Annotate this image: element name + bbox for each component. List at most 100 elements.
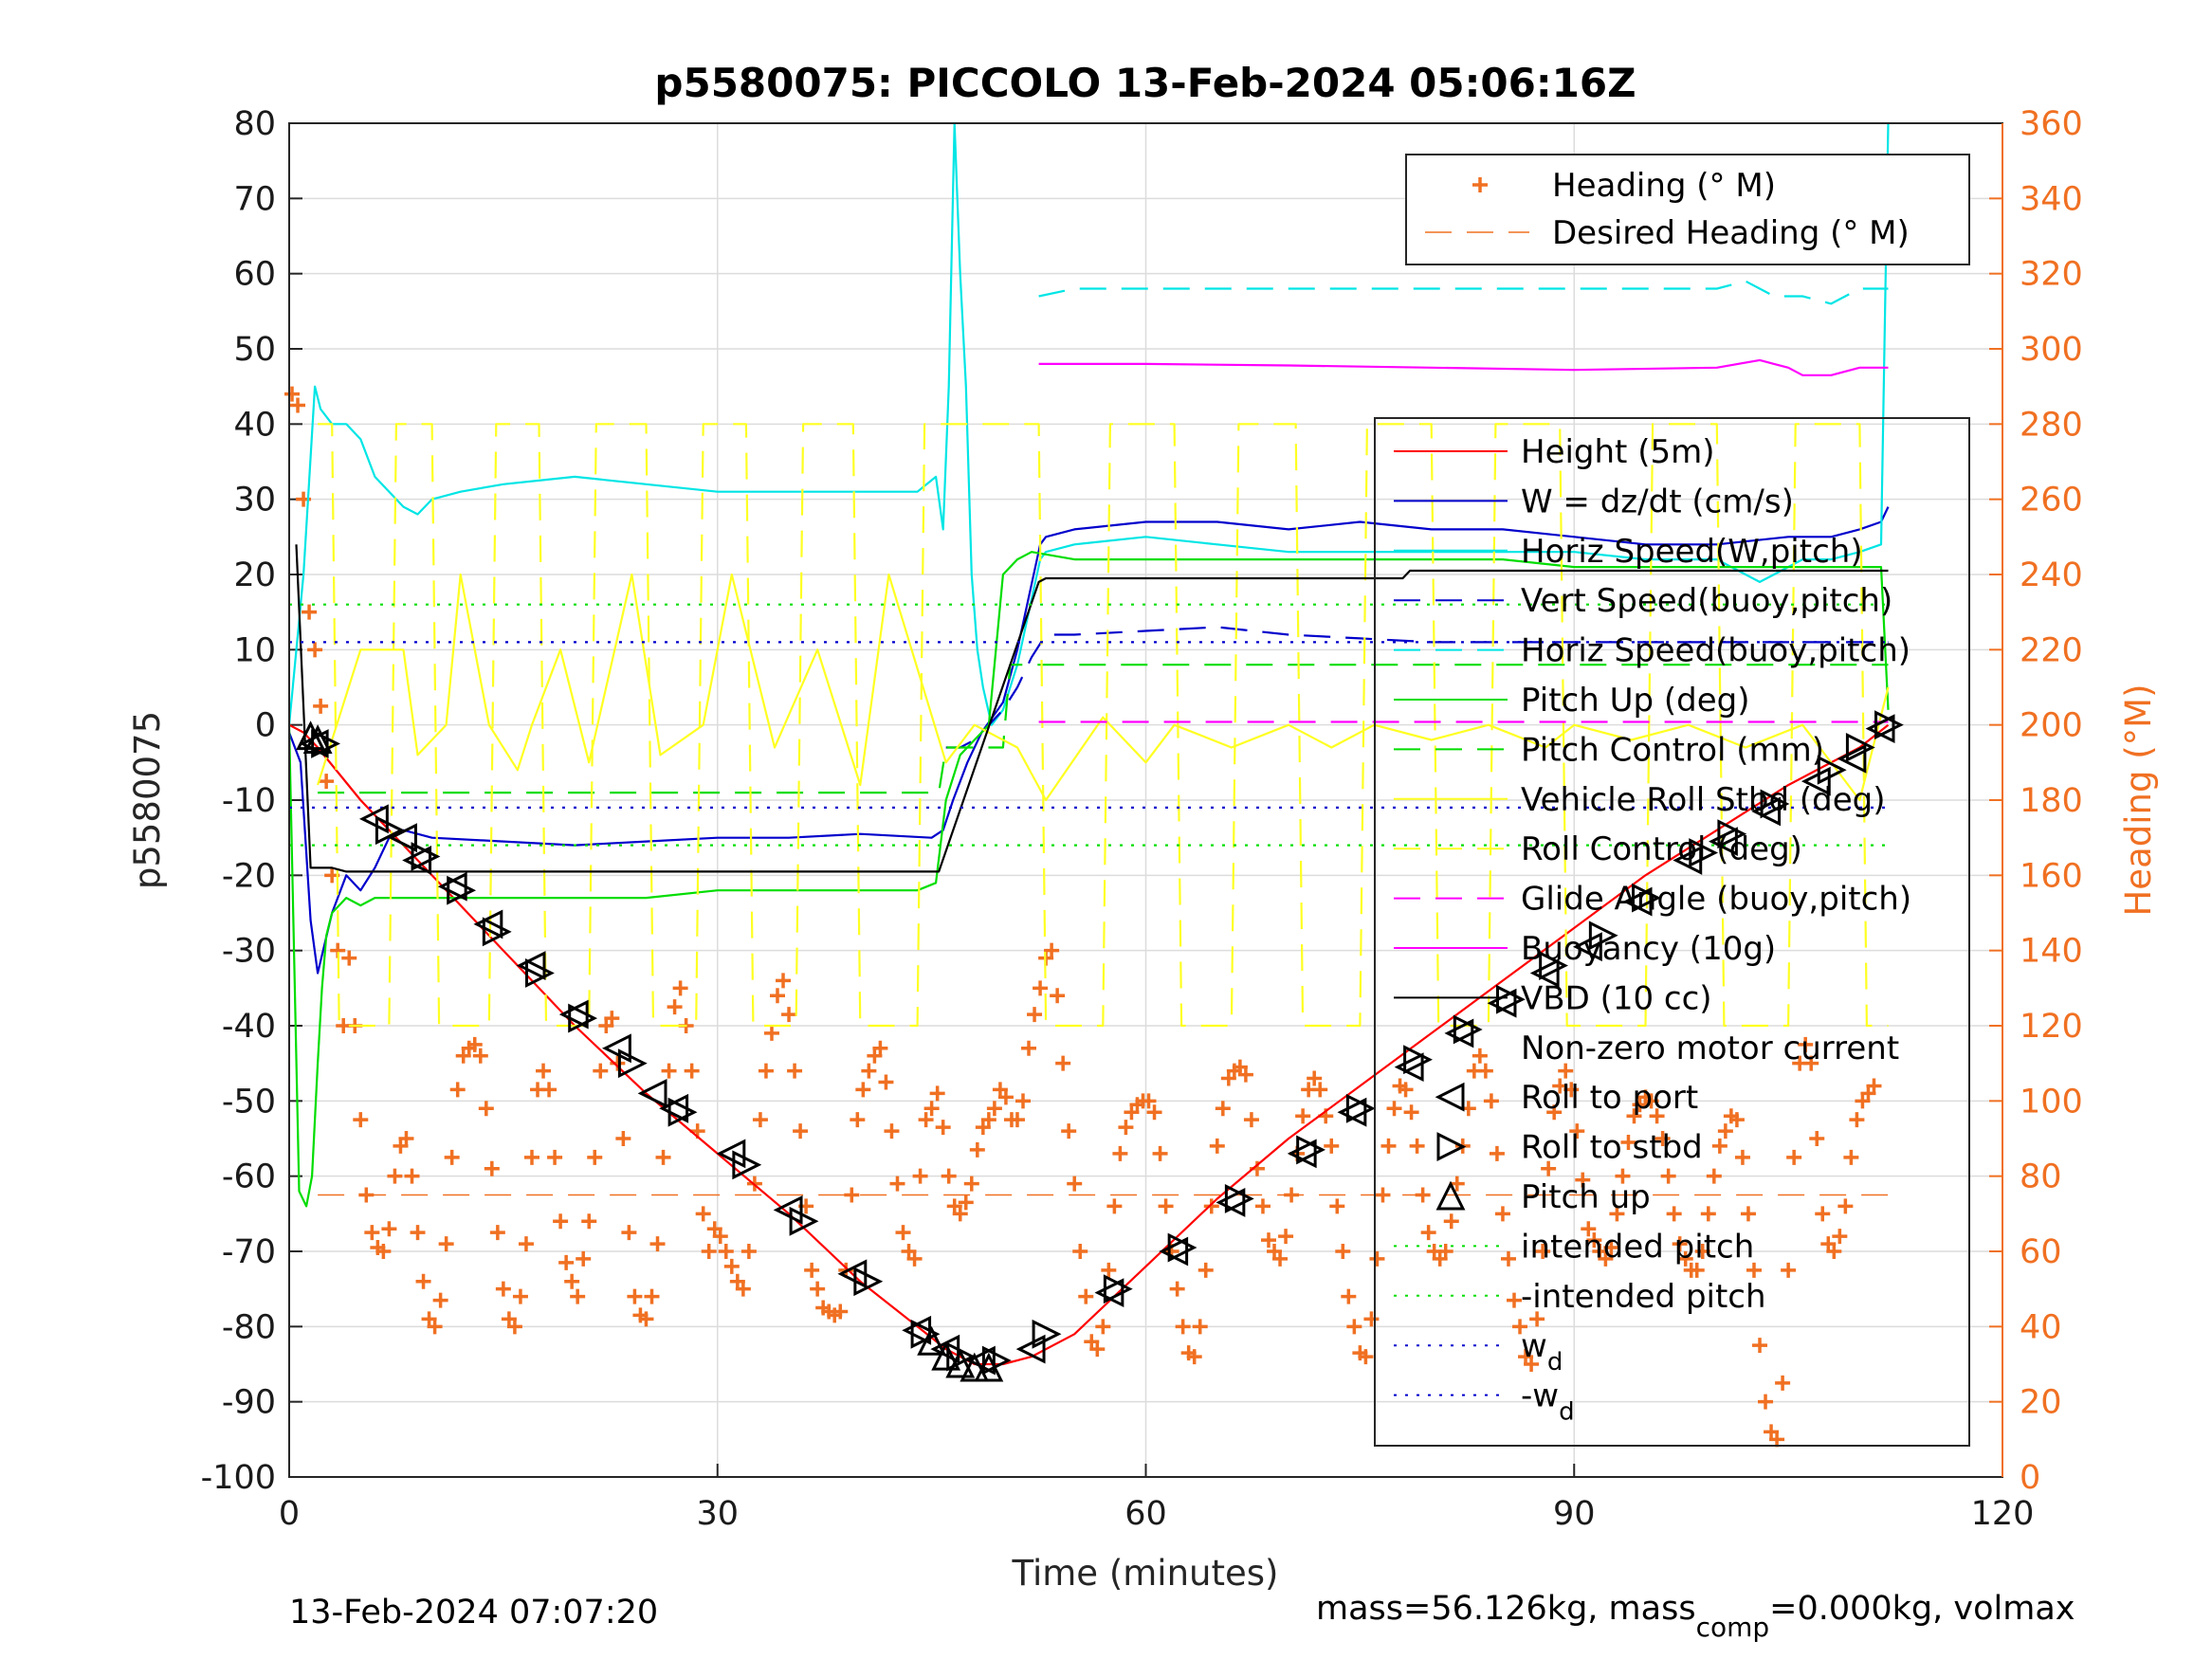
heading-point (1358, 1349, 1374, 1365)
heading-point (1420, 1225, 1436, 1241)
heading-point (918, 1112, 934, 1128)
heading-point (1529, 1311, 1545, 1327)
heading-point (302, 604, 318, 620)
legend-label-vehicle-roll-stbd-deg: Vehicle Roll Stbd (deg) (1521, 781, 1886, 819)
plot-area (284, 121, 1904, 1448)
legend-label-glide-angle-buoy-pitch: Glide Angle (buoy,pitch) (1521, 881, 1911, 919)
heading-point (787, 1063, 803, 1079)
heading-point (1175, 1319, 1191, 1335)
heading-point (1728, 1112, 1745, 1128)
y2tick-label: 300 (2020, 331, 2083, 369)
heading-point (923, 1101, 940, 1117)
pitch-up-marker (917, 1325, 947, 1356)
chart-title: p5580075: PICCOLO 13-Feb-2024 05:06:16Z (654, 60, 1636, 106)
heading-point (472, 1048, 488, 1064)
roll-to-stbd-marker (568, 1003, 598, 1033)
heading-point (1512, 1319, 1528, 1335)
heading-point (889, 1176, 905, 1192)
series-buoyancy-10g (1038, 358, 1889, 376)
heading-point (810, 1281, 826, 1297)
heading-point (1215, 1101, 1231, 1117)
footer-mass-text: mass=56.126kg, mass (1316, 1590, 1696, 1628)
legend-swatch-heading (1472, 177, 1488, 192)
legend-label-desired-heading-m: Desired Heading (° M) (1552, 214, 1910, 252)
heading-point (1843, 1149, 1859, 1165)
roll-to-stbd-marker (1588, 921, 1618, 951)
heading-point (872, 1040, 888, 1056)
legend-label-horiz-speed-w-pitch: Horiz Speed(W,pitch) (1521, 533, 1863, 571)
heading-point (684, 1063, 700, 1079)
heading-point (667, 999, 683, 1015)
heading-point (781, 1007, 797, 1023)
heading-point (1832, 1229, 1848, 1245)
heading-point (1237, 1066, 1253, 1083)
heading-point (1312, 1082, 1328, 1098)
ytick-label: -10 (222, 782, 276, 820)
heading-point (1798, 1036, 1814, 1052)
roll-to-stbd-marker (1453, 1014, 1483, 1045)
heading-point (701, 1244, 717, 1259)
heading-point (1826, 1244, 1842, 1259)
series-roll-control-deg (318, 423, 1889, 1028)
heading-point (655, 1149, 671, 1165)
series-horiz-speed-buoy-pitch (1038, 280, 1889, 305)
pitch-up-marker (974, 1352, 1004, 1382)
heading-point (1261, 1232, 1276, 1249)
heading-point (1620, 1134, 1636, 1150)
heading-point (969, 1141, 985, 1158)
heading-point (758, 1063, 774, 1079)
legend-label-height-5m: Height (5m) (1521, 433, 1714, 471)
roll-to-stbd-marker (732, 1150, 762, 1180)
heading-point (1335, 1244, 1351, 1259)
heading-point (980, 1112, 996, 1128)
heading-point (1803, 1055, 1819, 1071)
heading-point (553, 1213, 569, 1230)
heading-point (638, 1311, 654, 1327)
heading-point (1563, 1082, 1580, 1098)
roll-to-stbd-marker (1539, 951, 1569, 980)
heading-point (353, 1112, 369, 1128)
xtick-label: 60 (1124, 1495, 1167, 1533)
heading-point (1672, 1236, 1688, 1252)
y2tick-label: 220 (2020, 631, 2083, 669)
footer-mass-sub: comp (1696, 1612, 1770, 1643)
heading-point (763, 1025, 779, 1041)
series-w-dz-dt-cm-s (287, 506, 1890, 975)
heading-point (1786, 1149, 1802, 1165)
heading-point (952, 1206, 968, 1222)
roll-to-stbd-marker (1632, 883, 1661, 913)
heading-point (587, 1149, 603, 1165)
heading-point (432, 1292, 448, 1308)
heading-point (912, 1168, 928, 1184)
legend-label-roll-control-deg: Roll Control (deg) (1521, 830, 1802, 868)
y2tick-label: 240 (2020, 556, 2083, 594)
heading-point (1192, 1319, 1208, 1335)
heading-point (861, 1063, 877, 1079)
heading-point (1815, 1206, 1831, 1222)
heading-point (387, 1168, 403, 1184)
roll-to-port-marker (388, 823, 417, 853)
heading-point (723, 1258, 740, 1274)
y2tick-label: 260 (2020, 482, 2083, 520)
heading-point (523, 1149, 539, 1165)
y2tick-label: 80 (2020, 1158, 2062, 1196)
heading-point (1078, 1288, 1094, 1304)
roll-to-stbd-marker (1817, 755, 1847, 785)
footer-timestamp: 13-Feb-2024 07:07:20 (289, 1594, 658, 1632)
legend-label-horiz-speed-buoy-pitch: Horiz Speed(buoy,pitch) (1521, 632, 1910, 670)
heading-point (438, 1236, 454, 1252)
roll-to-stbd-marker (910, 1319, 941, 1349)
heading-point (1758, 1394, 1774, 1410)
roll-to-stbd-marker (1345, 1093, 1376, 1123)
roll-to-port-marker (1015, 1334, 1046, 1364)
heading-point (495, 1281, 511, 1297)
series-horiz-speed-w-pitch (287, 121, 1890, 726)
heading-point (1254, 1198, 1271, 1214)
footer-mass-tail: =0.000kg, volmax (1769, 1590, 2075, 1628)
heading-point (1598, 1250, 1614, 1267)
roll-to-stbd-marker (1874, 710, 1904, 740)
legend-label-pitch-control-mm: Pitch Control (mm) (1521, 731, 1824, 769)
heading-point (1146, 1104, 1162, 1121)
heading-point (1112, 1145, 1128, 1161)
ytick-label: 40 (233, 406, 276, 444)
